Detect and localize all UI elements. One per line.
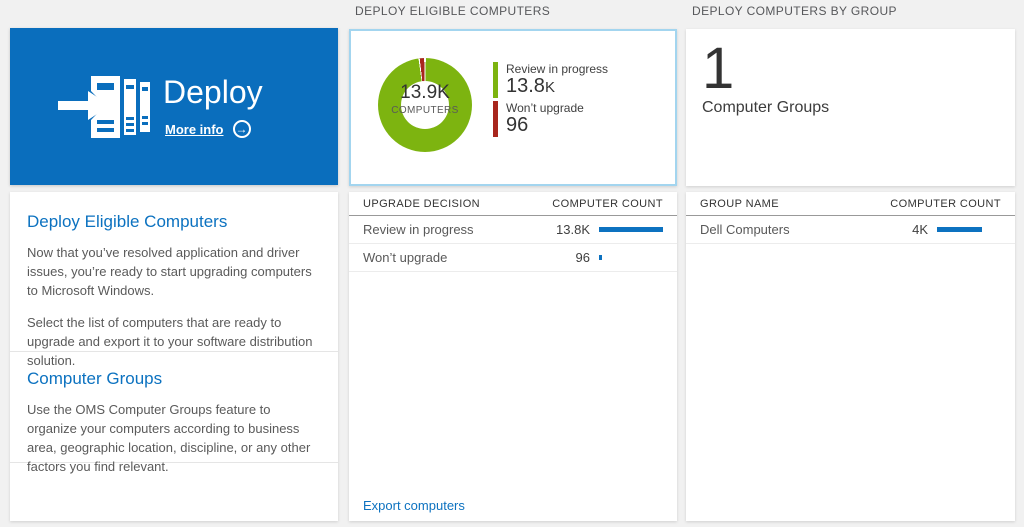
row-label: Review in progress xyxy=(363,222,474,237)
eligible-computers-heading: Deploy Eligible Computers xyxy=(27,212,228,231)
column-header-group-name: GROUP NAME xyxy=(700,197,779,210)
row-value: 96 xyxy=(575,250,590,265)
computer-groups-count: 1 xyxy=(702,36,735,101)
column-header-computer-count: COMPUTER COUNT xyxy=(552,197,663,210)
donut-center-label: COMPUTERS xyxy=(391,105,459,116)
deploy-books-arrow-icon xyxy=(58,72,150,147)
donut-center-value: 13.9K xyxy=(400,82,450,103)
table-row-dell-computers[interactable]: Dell Computers 4K xyxy=(686,216,1015,244)
more-info-link[interactable]: More info xyxy=(165,121,224,137)
group-table-header: GROUP NAME COMPUTER COUNT xyxy=(686,192,1015,216)
computer-groups-count-label: Computer Groups xyxy=(702,99,830,116)
eligible-computers-info-section: Deploy Eligible Computers Now that you’v… xyxy=(10,192,338,368)
row-bar xyxy=(599,227,663,232)
deploy-tile[interactable]: Deploy More info → xyxy=(10,28,338,185)
groups-section-header: DEPLOY COMPUTERS BY GROUP xyxy=(692,4,897,18)
column-header-upgrade-decision: UPGRADE DECISION xyxy=(363,197,481,210)
computer-groups-heading: Computer Groups xyxy=(27,369,163,388)
table-row-wont-upgrade[interactable]: Won’t upgrade 96 xyxy=(349,244,677,272)
row-bar xyxy=(937,227,982,232)
legend-swatch-green xyxy=(493,62,498,98)
legend-value: 96 xyxy=(506,114,529,136)
eligible-computers-paragraph-2: Select the list of computers that are re… xyxy=(27,315,313,368)
row-label: Dell Computers xyxy=(700,222,790,237)
computer-groups-paragraph: Use the OMS Computer Groups feature to o… xyxy=(27,402,311,474)
deploy-tile-title: Deploy xyxy=(163,74,263,110)
legend-swatch-red xyxy=(493,101,498,137)
computer-groups-info-section: Computer Groups Use the OMS Computer Gro… xyxy=(10,352,338,474)
legend-entry-review-in-progress: Review in progress 13.8K xyxy=(493,62,608,98)
donut-legend: Review in progress 13.8K Won’t upgrade 9… xyxy=(493,62,608,137)
more-info-arrow-icon[interactable]: → xyxy=(232,120,251,138)
upgrade-decision-table-header: UPGRADE DECISION COMPUTER COUNT xyxy=(349,192,677,216)
legend-label: Review in progress xyxy=(506,62,609,76)
eligible-donut-chart: 13.9K COMPUTERS xyxy=(378,58,472,152)
legend-label: Won’t upgrade xyxy=(506,101,584,115)
group-table-panel: GROUP NAME COMPUTER COUNT Dell Computers… xyxy=(686,192,1015,521)
row-label: Won’t upgrade xyxy=(363,250,448,265)
upgrade-decision-table-panel: UPGRADE DECISION COMPUTER COUNT Review i… xyxy=(349,192,677,521)
legend-value: 13.8 xyxy=(506,75,545,97)
export-computers-link[interactable]: Export computers xyxy=(363,498,465,513)
eligible-computers-paragraph-1: Now that you’ve resolved application and… xyxy=(27,245,312,298)
eligible-section-header: DEPLOY ELIGIBLE COMPUTERS xyxy=(355,4,551,18)
legend-entry-wont-upgrade: Won’t upgrade 96 xyxy=(493,101,608,137)
donut-hole xyxy=(401,81,449,129)
row-value: 4K xyxy=(912,222,928,237)
legend-value-unit: K xyxy=(544,79,555,96)
eligible-computers-tile[interactable]: 13.9K COMPUTERS Review in progress 13.8K… xyxy=(349,29,677,186)
column-header-computer-count: COMPUTER COUNT xyxy=(890,197,1001,210)
deploy-info-panel: Deploy Eligible Computers Now that you’v… xyxy=(10,192,338,521)
row-value: 13.8K xyxy=(556,222,590,237)
computer-groups-tile[interactable]: 1 Computer Groups xyxy=(686,29,1015,186)
row-bar xyxy=(599,255,602,260)
table-row-review-in-progress[interactable]: Review in progress 13.8K xyxy=(349,216,677,244)
